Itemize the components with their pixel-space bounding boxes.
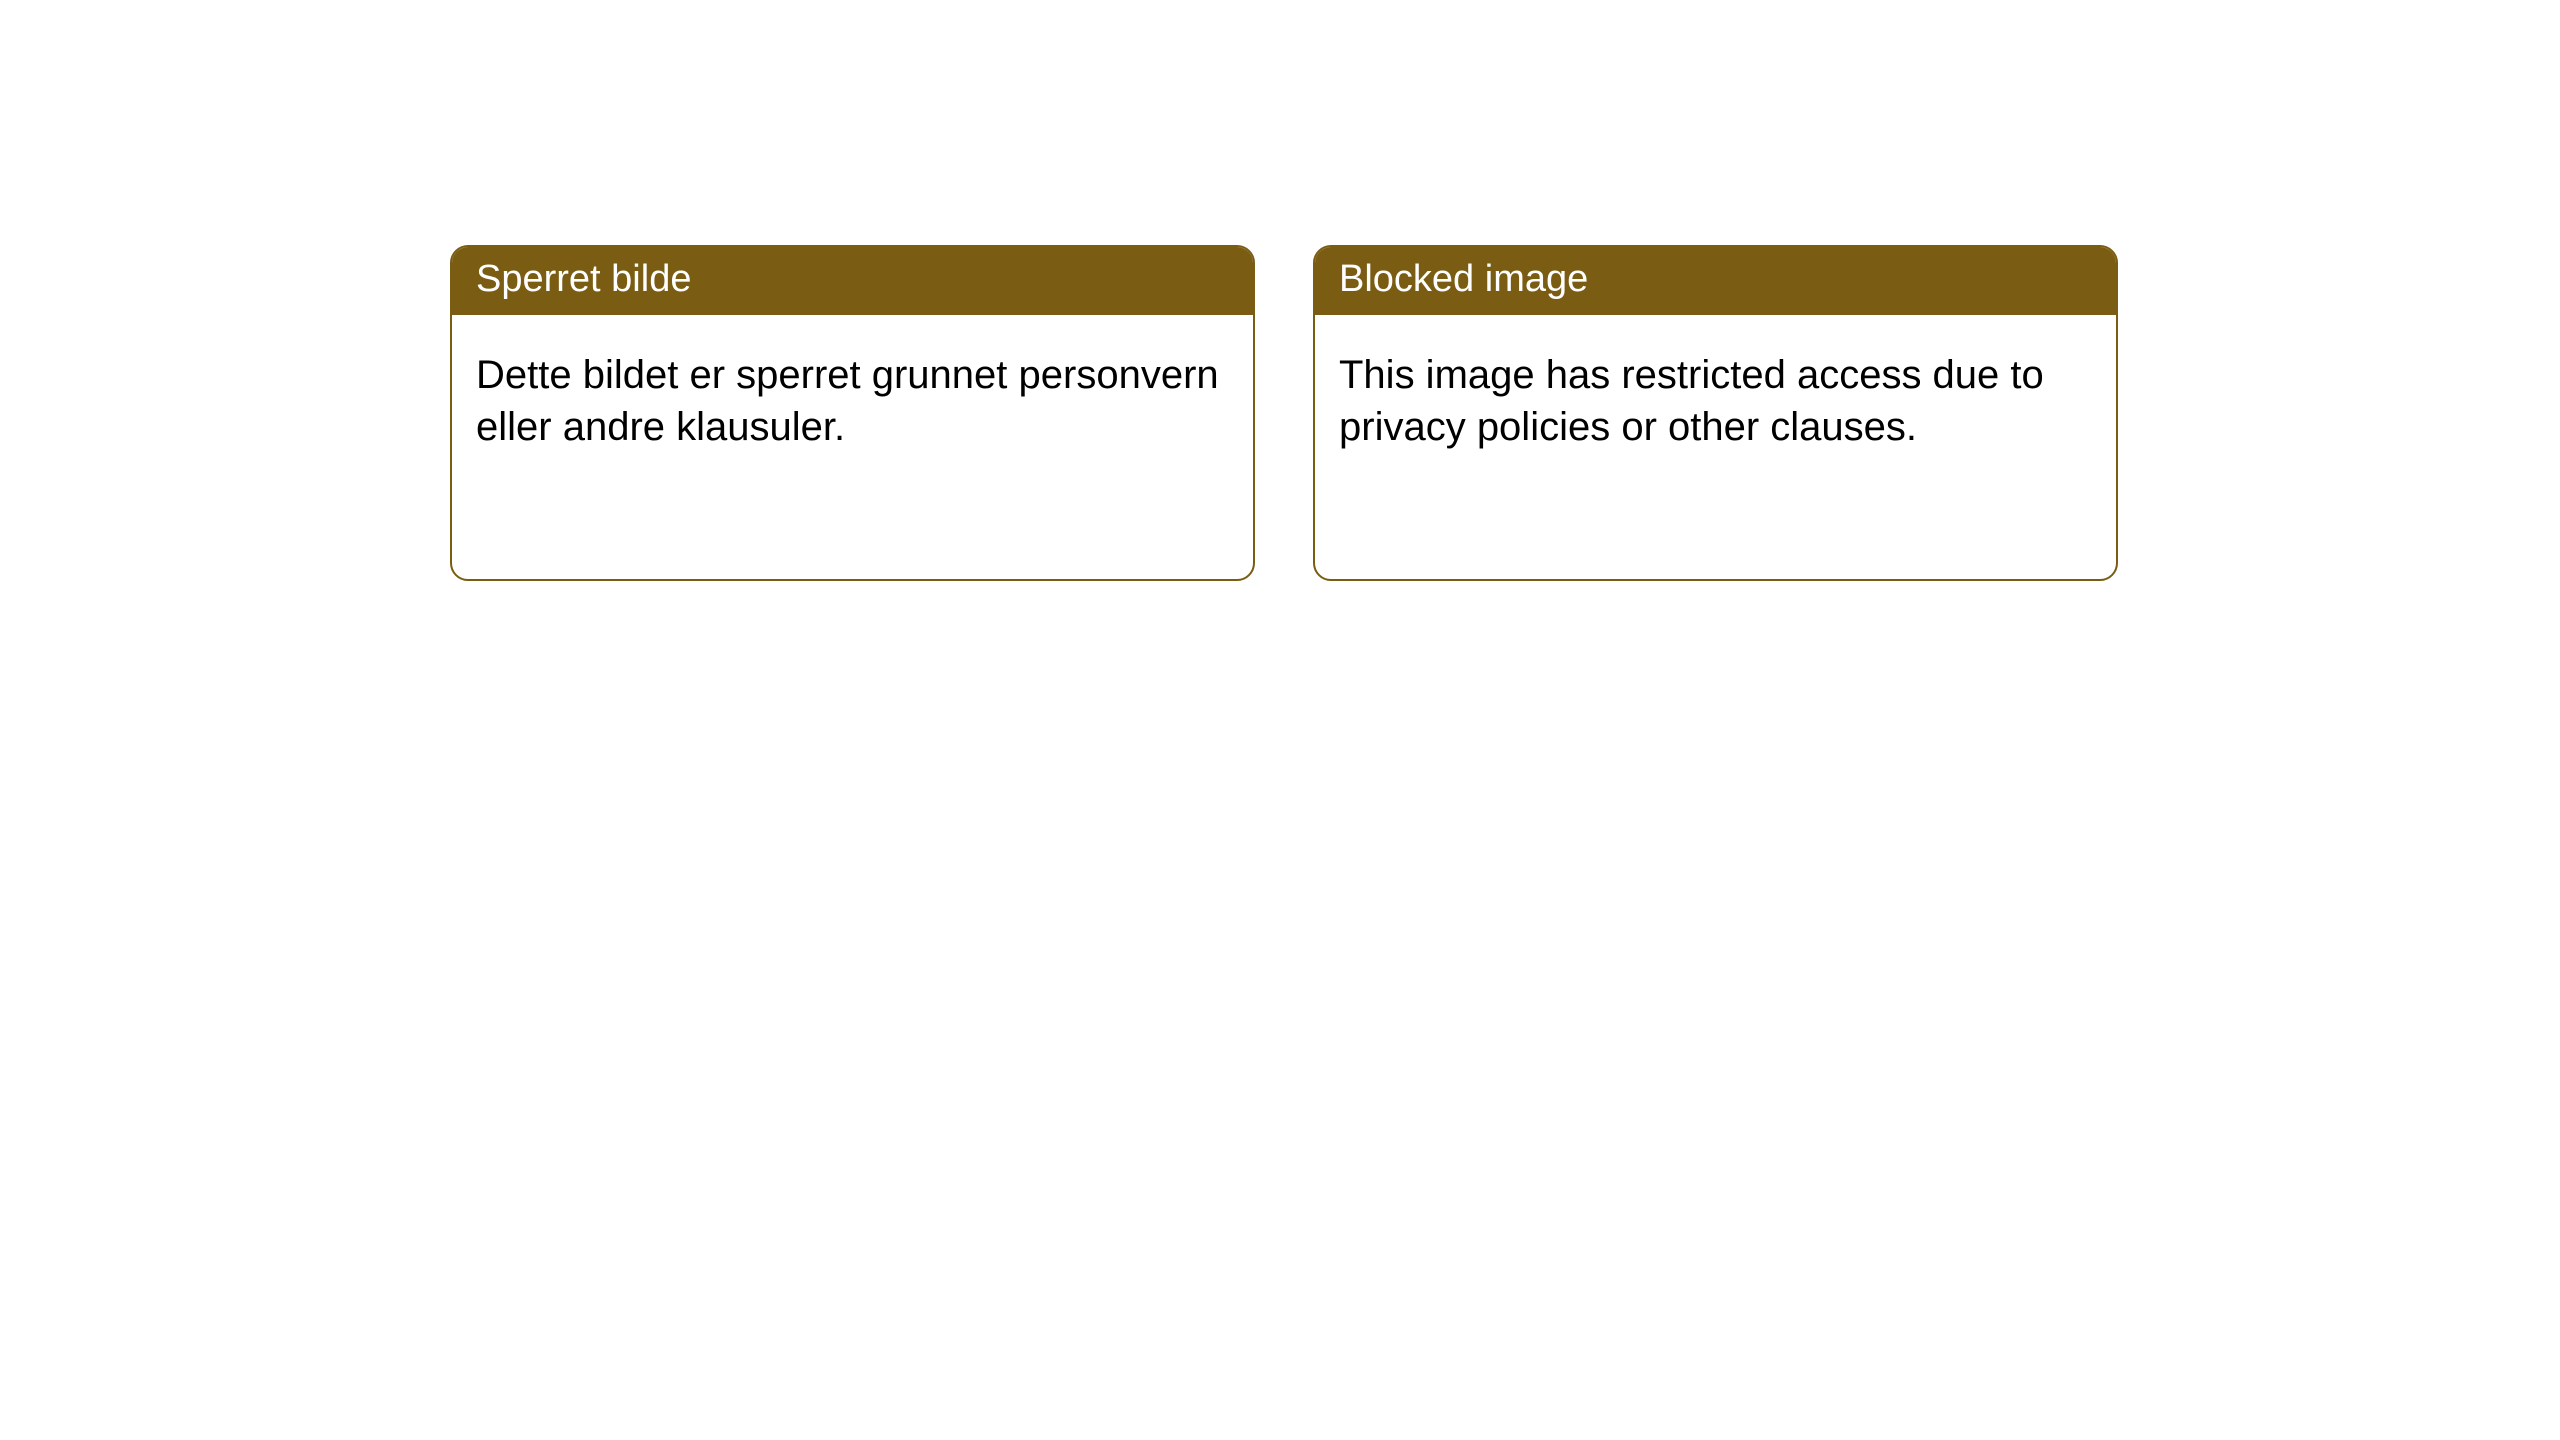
notice-container: Sperret bilde Dette bildet er sperret gr… — [0, 0, 2560, 581]
notice-card-norwegian: Sperret bilde Dette bildet er sperret gr… — [450, 245, 1255, 581]
notice-card-header: Blocked image — [1315, 247, 2116, 315]
notice-card-body: This image has restricted access due to … — [1315, 315, 2116, 477]
notice-card-english: Blocked image This image has restricted … — [1313, 245, 2118, 581]
notice-card-header: Sperret bilde — [452, 247, 1253, 315]
notice-card-body: Dette bildet er sperret grunnet personve… — [452, 315, 1253, 477]
